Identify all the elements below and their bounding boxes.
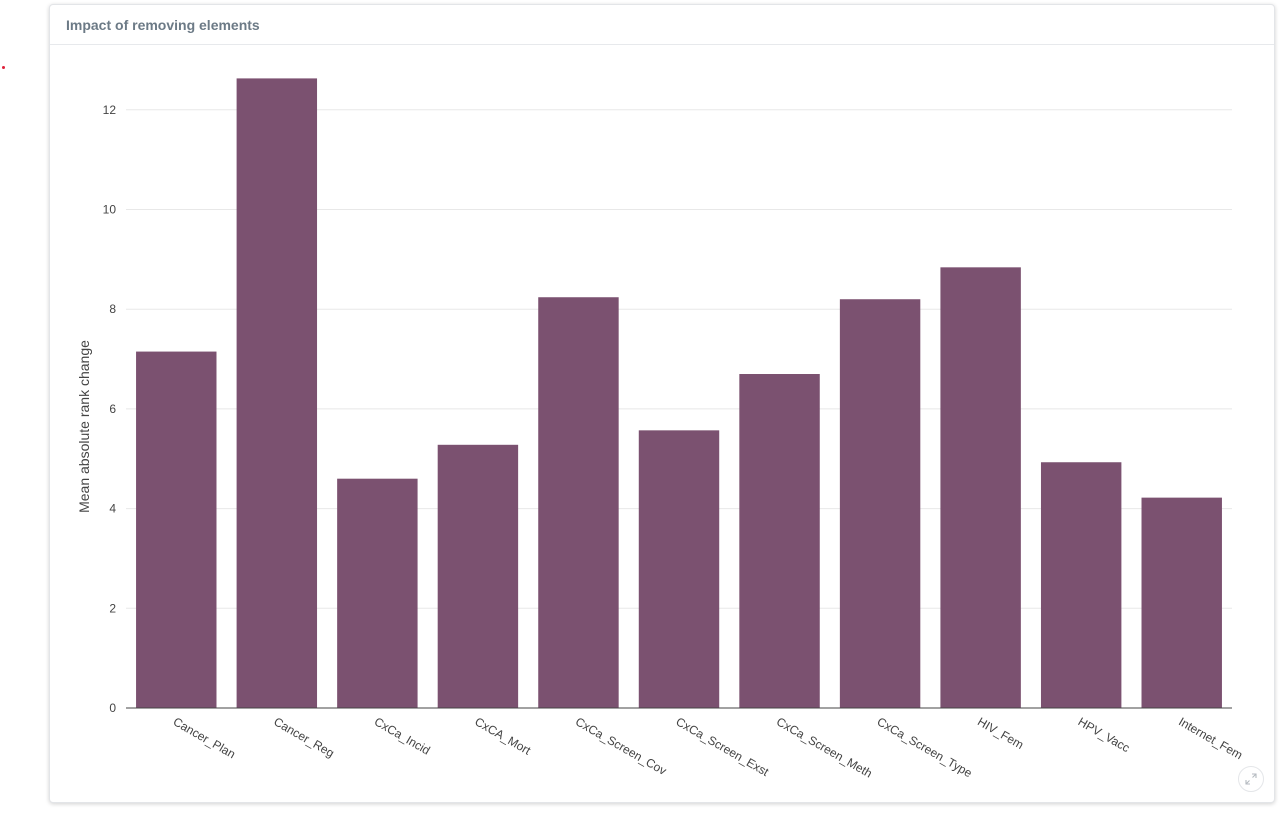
x-tick-label: HIV_Fem	[975, 714, 1026, 751]
chart-card: Impact of removing elements 0 2 4 6 8 10 12 Can…	[49, 4, 1275, 803]
expand-button[interactable]	[1238, 766, 1264, 792]
y-tick-label: 10	[103, 203, 117, 217]
bar	[638, 430, 720, 708]
bar	[1040, 462, 1122, 708]
y-tick-label: 6	[109, 402, 116, 416]
bar	[1141, 497, 1222, 708]
expand-icon	[1245, 773, 1257, 785]
card-header: Impact of removing elements	[50, 5, 1274, 45]
red-dot-marker	[2, 66, 5, 69]
bar	[940, 267, 1021, 708]
bar	[236, 78, 318, 709]
bar	[136, 351, 217, 708]
x-tick-label: CxCa_Screen_Type	[875, 714, 975, 780]
x-tick-label: CxCa_Screen_Cov	[573, 714, 669, 777]
card-title: Impact of removing elements	[66, 16, 260, 33]
bar	[538, 297, 619, 708]
y-tick-label: 0	[109, 701, 116, 715]
y-tick-label: 4	[109, 502, 116, 516]
x-tick-label: CxCa_Screen_Exst	[674, 714, 772, 779]
x-tick-label: CxCa_Incid	[372, 714, 433, 757]
y-axis-title: Mean absolute rank change	[76, 340, 92, 513]
x-tick-label: Cancer_Reg	[271, 714, 336, 760]
x-tick-label: CxCA_Mort	[472, 714, 533, 757]
y-tick-label: 8	[109, 302, 116, 316]
bar-chart: 0 2 4 6 8 10 12 Cancer_Plan Cancer_Reg CxCa_Incid…	[76, 78, 1245, 781]
bar	[739, 374, 820, 708]
x-tick-label: CxCa_Screen_Meth	[774, 714, 875, 780]
bar	[437, 444, 519, 708]
x-tick-label: Internet_Fem	[1176, 714, 1245, 762]
y-tick-label: 2	[109, 601, 116, 615]
bar	[337, 478, 418, 708]
bar	[839, 299, 921, 708]
x-tick-label: HPV_Vacc	[1076, 714, 1132, 755]
y-tick-label: 12	[103, 103, 117, 117]
x-tick-label: Cancer_Plan	[171, 714, 238, 761]
